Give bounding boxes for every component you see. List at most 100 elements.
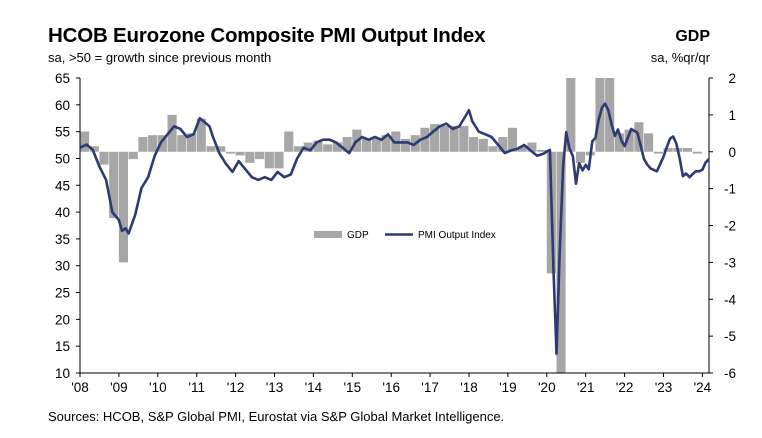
gdp-bar bbox=[89, 146, 99, 152]
gdp-bars bbox=[80, 78, 702, 373]
legend-label-pmi: PMI Output Index bbox=[418, 230, 496, 241]
gdp-bar bbox=[303, 142, 313, 152]
x-tick-label: '21 bbox=[577, 380, 595, 395]
source-note: Sources: HCOB, S&P Global PMI, Eurostat … bbox=[48, 409, 505, 424]
left-tick-label: 25 bbox=[55, 286, 70, 301]
x-tick-label: '12 bbox=[227, 380, 245, 395]
chart-axes bbox=[76, 77, 713, 377]
gdp-bar bbox=[235, 151, 245, 156]
gdp-bar bbox=[313, 140, 323, 152]
pmi-gdp-chart: 10 15 20 25 30 35 40 45 50 55 60 65 -6 -5 -4 -3 -2 -1 0 1 2 '… bbox=[55, 71, 737, 395]
right-axis-title: GDP bbox=[675, 28, 710, 45]
gdp-bar bbox=[420, 127, 430, 152]
x-tick-label: '24 bbox=[694, 380, 712, 395]
right-tick-label: 0 bbox=[728, 145, 736, 160]
gdp-bar bbox=[196, 118, 206, 152]
gdp-bar bbox=[459, 125, 469, 152]
left-tick-label: 10 bbox=[55, 366, 70, 381]
gdp-bar bbox=[245, 151, 255, 163]
gdp-bar bbox=[284, 131, 294, 152]
gdp-bar bbox=[478, 138, 488, 152]
gdp-bar bbox=[400, 138, 411, 152]
legend-swatch-gdp bbox=[314, 231, 342, 238]
chart-subtitle: sa, >50 = growth since previous month bbox=[48, 50, 272, 65]
x-tick-label: '20 bbox=[538, 380, 556, 395]
gdp-bar bbox=[468, 137, 479, 152]
left-tick-label: 45 bbox=[55, 178, 70, 193]
gdp-bar bbox=[362, 138, 372, 152]
gdp-bar bbox=[449, 125, 459, 152]
legend: GDP PMI Output Index bbox=[314, 230, 496, 241]
gdp-bar bbox=[537, 149, 547, 152]
gdp-bar bbox=[653, 151, 663, 154]
x-tick-label: '17 bbox=[421, 380, 439, 395]
gdp-bar bbox=[371, 138, 381, 152]
left-tick-label: 65 bbox=[55, 71, 70, 86]
x-tick-label: '09 bbox=[110, 380, 128, 395]
gdp-bar bbox=[167, 114, 177, 152]
x-tick-label: '22 bbox=[616, 380, 634, 395]
gdp-bar bbox=[381, 135, 391, 152]
gdp-bar bbox=[80, 131, 90, 152]
gdp-bar bbox=[566, 78, 576, 152]
x-tick-label: '08 bbox=[71, 380, 89, 395]
left-tick-label: 35 bbox=[55, 232, 70, 247]
gdp-bar bbox=[323, 144, 333, 152]
right-tick-label: -2 bbox=[724, 219, 736, 234]
gdp-bar bbox=[556, 151, 566, 373]
gdp-bar bbox=[498, 137, 508, 152]
gdp-bar bbox=[99, 151, 109, 165]
gdp-bar bbox=[148, 135, 158, 152]
right-tick-label: -4 bbox=[724, 292, 736, 307]
gdp-bar bbox=[332, 142, 342, 152]
x-tick-label: '15 bbox=[343, 380, 361, 395]
right-tick-label: 2 bbox=[728, 71, 736, 86]
gdp-bar bbox=[624, 129, 634, 152]
gdp-bar bbox=[177, 135, 187, 152]
x-tick-label: '23 bbox=[655, 380, 673, 395]
gdp-bar bbox=[644, 133, 654, 152]
right-tick-label: 1 bbox=[728, 108, 736, 123]
x-tick-label: '14 bbox=[305, 380, 323, 395]
x-tick-label: '13 bbox=[266, 380, 284, 395]
gdp-bar bbox=[488, 146, 498, 152]
gdp-bar bbox=[692, 151, 702, 154]
right-tick-label: -6 bbox=[724, 366, 736, 381]
gdp-bar bbox=[225, 151, 235, 154]
pmi-output-index-line bbox=[79, 102, 710, 355]
right-tick-label: -3 bbox=[724, 255, 736, 270]
x-tick-label: '19 bbox=[499, 380, 517, 395]
chart-title: HCOB Eurozone Composite PMI Output Index bbox=[48, 24, 486, 47]
gdp-bar bbox=[342, 137, 352, 152]
gdp-bar bbox=[109, 151, 119, 219]
gdp-bar bbox=[216, 146, 226, 152]
x-tick-label: '16 bbox=[382, 380, 400, 395]
right-tick-label: -5 bbox=[724, 329, 736, 344]
gdp-bar bbox=[206, 146, 216, 152]
gdp-bar bbox=[527, 142, 537, 152]
gdp-bar bbox=[682, 148, 693, 152]
gdp-bar bbox=[186, 133, 197, 152]
right-tick-label: -1 bbox=[724, 182, 736, 197]
gdp-bar bbox=[264, 151, 274, 169]
left-tick-label: 15 bbox=[55, 339, 70, 354]
gdp-bar bbox=[663, 148, 673, 152]
gdp-bar bbox=[157, 135, 167, 152]
x-tick-label: '11 bbox=[188, 380, 205, 395]
left-tick-label: 50 bbox=[55, 151, 70, 166]
gdp-bar bbox=[255, 151, 265, 160]
x-tick-label: '18 bbox=[460, 380, 478, 395]
right-axis-subtitle: sa, %qr/qr bbox=[650, 50, 710, 65]
left-tick-label: 30 bbox=[55, 259, 70, 274]
gdp-bar bbox=[439, 125, 449, 152]
gdp-bar bbox=[430, 124, 440, 152]
gdp-bar bbox=[507, 127, 518, 152]
gdp-bar bbox=[274, 151, 284, 169]
gdp-bar bbox=[128, 151, 138, 160]
gdp-bar bbox=[575, 151, 586, 163]
legend-label-gdp: GDP bbox=[347, 230, 369, 241]
gdp-bar bbox=[138, 137, 148, 152]
left-tick-label: 40 bbox=[55, 205, 70, 220]
gdp-bar bbox=[118, 151, 129, 263]
gdp-bar bbox=[517, 146, 527, 152]
